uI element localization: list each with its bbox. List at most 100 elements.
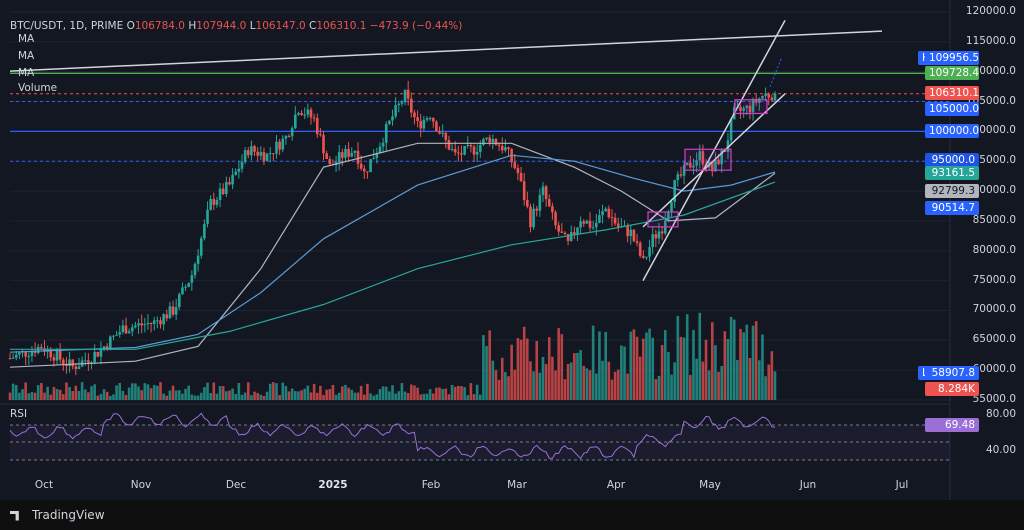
volume-bar (739, 328, 742, 400)
volume-bar (447, 394, 451, 400)
price-tag: 106310.1 (925, 86, 979, 100)
volume-bar (90, 386, 93, 400)
candle-body (532, 208, 535, 228)
volume-bar (290, 388, 294, 400)
candle-body (36, 346, 40, 353)
candle-body (322, 134, 325, 154)
indicator-ma-2[interactable]: MA (18, 50, 35, 62)
volume-bar (535, 341, 539, 400)
tradingview-logo[interactable]: TradingView (10, 508, 105, 522)
volume-bar (444, 388, 448, 400)
volume-bar (140, 390, 143, 400)
candle-body (460, 153, 463, 155)
candle-body (729, 119, 733, 141)
candle-body (212, 199, 216, 205)
candle-body (61, 359, 65, 364)
candle-body (745, 105, 749, 109)
volume-bar (638, 356, 642, 400)
candle-body (134, 325, 137, 328)
volume-bar (745, 324, 749, 400)
candle-body (538, 194, 542, 211)
candle-body (290, 128, 294, 137)
candle-body (673, 180, 676, 202)
indicator-volume[interactable]: Volume (18, 82, 58, 94)
candle-body (193, 263, 197, 276)
volume-bar (579, 350, 582, 400)
volume-bar (112, 394, 115, 400)
ma-line-2 (9, 154, 776, 353)
candle-body (350, 152, 354, 157)
volume-bar (143, 383, 147, 400)
candle-body (419, 121, 423, 129)
volume-bar (315, 392, 319, 400)
candle-body (30, 350, 34, 357)
candle-body (115, 334, 118, 336)
time-axis-label: Apr (606, 479, 626, 491)
candle-body (159, 320, 162, 325)
candle-body (206, 209, 209, 224)
candle-body (403, 89, 407, 103)
candle-body (710, 161, 714, 172)
volume-bar (732, 319, 736, 400)
volume-bar (165, 395, 169, 400)
candle-body (143, 324, 147, 326)
volume-bar (598, 331, 601, 400)
candle-body (413, 112, 416, 118)
candle-body (397, 103, 401, 106)
candle-body (642, 255, 645, 258)
candle-body (309, 109, 313, 118)
volume-bar (642, 338, 645, 400)
candle-body (49, 349, 53, 358)
candle-body (485, 137, 488, 140)
time-axis-label: Dec (225, 479, 247, 491)
candle-body (416, 117, 419, 122)
volume-bar (218, 386, 222, 400)
indicator-ma-3[interactable]: MA (18, 67, 35, 79)
candle-body (645, 256, 648, 258)
volume-bar (259, 394, 263, 400)
volume-bar (80, 382, 84, 400)
volume-bar (616, 369, 620, 400)
volume-bar (281, 382, 285, 400)
volume-bar (334, 394, 338, 400)
candle-body (237, 168, 241, 172)
tradingview-logo-icon (10, 510, 19, 521)
candle-body (569, 232, 573, 241)
volume-bar (36, 385, 40, 400)
volume-bar (736, 359, 739, 400)
candle-body (58, 350, 62, 360)
candle-body (140, 323, 143, 326)
candle-body (178, 294, 181, 308)
volume-bar (500, 357, 504, 400)
candle-body (218, 188, 222, 200)
volume-bar (450, 384, 454, 400)
volume-bar (425, 393, 429, 400)
candle-body (375, 152, 379, 158)
candle-body (356, 150, 360, 164)
candle-body (325, 153, 328, 159)
volume-bar (648, 328, 651, 400)
candle-body (246, 150, 250, 156)
volume-bar (604, 331, 607, 400)
volume-bar (573, 353, 576, 400)
indicator-ma-1[interactable]: MA (18, 33, 35, 45)
price-axis-label: 80000.0 (972, 243, 1016, 256)
candle-body (660, 231, 664, 234)
candle-body (751, 99, 755, 113)
price-tag: 92799.3 (925, 184, 979, 198)
volume-bar (215, 393, 219, 400)
candle-body (96, 352, 100, 357)
candle-body (171, 306, 175, 315)
candle-body (466, 145, 470, 147)
candle-body (228, 182, 231, 185)
time-axis-label: Jun (799, 479, 817, 491)
volume-bar (422, 393, 426, 400)
candle-body (256, 151, 259, 156)
volume-bar (237, 383, 241, 400)
rsi-label[interactable]: RSI (10, 408, 28, 420)
volume-bar (381, 386, 385, 400)
volume-bar (563, 379, 567, 400)
symbol-name: BTC/USDT, 1D, PRIME (10, 20, 124, 32)
